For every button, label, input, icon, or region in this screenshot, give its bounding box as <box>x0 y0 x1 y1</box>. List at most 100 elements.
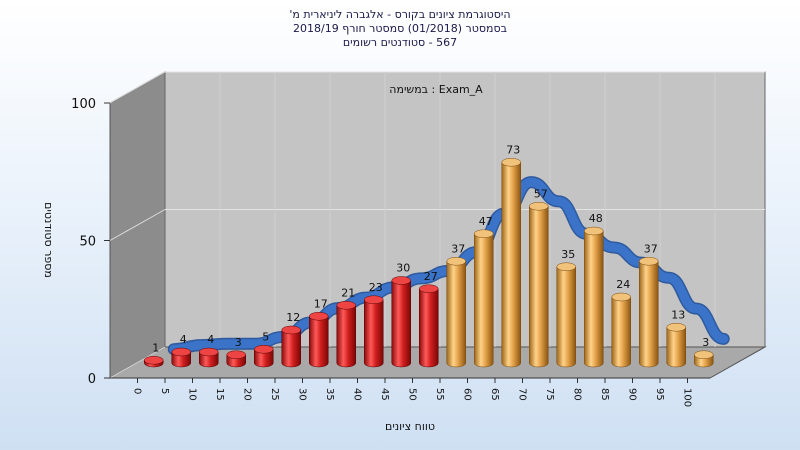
x-tick-label: 35 <box>324 388 335 401</box>
bar-value-label: 24 <box>616 278 630 291</box>
bar-top <box>474 229 494 238</box>
bar <box>446 257 466 368</box>
bar-top <box>199 347 219 357</box>
bar-value-label: 37 <box>451 242 465 255</box>
bar-value-label: 57 <box>534 187 548 200</box>
bar-value-label: 30 <box>396 262 410 275</box>
bar-value-label: 3 <box>235 336 242 349</box>
bar-top <box>529 202 549 211</box>
x-tick-label: 50 <box>407 388 418 401</box>
bar <box>171 347 191 368</box>
bar-body <box>391 280 411 368</box>
x-tick-label: 5 <box>159 388 170 394</box>
bar-value-label: 3 <box>702 336 709 349</box>
bar-value-label: 23 <box>369 281 383 294</box>
bars <box>144 158 714 368</box>
bar-body <box>309 316 329 368</box>
x-tick-label: 20 <box>242 388 253 401</box>
x-tick-label: 100 <box>682 388 693 407</box>
bar <box>144 356 164 368</box>
bar <box>336 301 356 368</box>
bar-body <box>364 299 384 368</box>
chart-title-line-3: 567 - סטודנטים רשומים <box>342 36 458 49</box>
bar-body <box>419 288 439 368</box>
bar-top <box>144 356 164 365</box>
bar-body <box>556 266 576 368</box>
bar-value-label: 35 <box>561 248 575 261</box>
bar <box>639 257 659 368</box>
bar-body <box>281 329 301 368</box>
bar-top <box>639 257 659 266</box>
bar <box>694 350 714 368</box>
bar-top <box>364 295 384 304</box>
bar-body <box>639 261 659 368</box>
bar-body <box>584 230 604 368</box>
bar-value-label: 21 <box>341 286 355 299</box>
y-tick-label: 0 <box>88 372 96 387</box>
bar-value-label: 4 <box>207 333 214 346</box>
bar-body <box>254 349 274 368</box>
x-tick-label: 25 <box>269 388 280 401</box>
x-axis-label: טווח ציונים <box>385 420 435 433</box>
bar-top <box>694 350 714 359</box>
bar <box>584 226 604 368</box>
bar-body <box>171 351 191 368</box>
bar-value-label: 37 <box>644 242 658 255</box>
bar-top <box>171 347 191 357</box>
x-tick-label: 95 <box>654 388 665 401</box>
bar-value-label: 13 <box>671 308 685 321</box>
x-tick-label: 80 <box>572 388 583 401</box>
gridline-side <box>109 209 166 241</box>
bar-top <box>309 312 329 321</box>
bar-body <box>529 206 549 368</box>
bar-top <box>419 284 439 293</box>
bar-top <box>501 158 521 167</box>
x-tick-label: 60 <box>462 388 473 401</box>
y-tick-label: 100 <box>71 97 96 112</box>
bar-value-label: 12 <box>286 311 300 324</box>
x-tick-label: 10 <box>187 388 198 401</box>
bar-body <box>336 305 356 368</box>
gridlines <box>109 71 765 379</box>
bar-top <box>446 257 466 266</box>
bar-top <box>281 325 301 335</box>
x-tick-label: 40 <box>352 388 363 401</box>
x-tick-label: 0 <box>132 388 143 394</box>
bar-body <box>446 261 466 368</box>
x-tick-label: 70 <box>517 388 528 401</box>
bar-body <box>501 162 521 368</box>
x-tick-label: 45 <box>379 388 390 401</box>
bar-top <box>611 292 631 302</box>
gridline-side <box>109 71 166 104</box>
bar-top <box>584 226 604 236</box>
bar-top <box>666 323 686 332</box>
bar <box>611 292 631 368</box>
bar-body <box>474 233 494 368</box>
legend-text: Exam_A : במשימה <box>389 83 483 96</box>
y-axis-label: מספר סטודנטים <box>42 202 55 278</box>
bar <box>666 323 686 368</box>
x-tick-label: 75 <box>544 388 555 401</box>
x-tick-label: 90 <box>627 388 638 401</box>
bar-body <box>666 327 686 368</box>
bar <box>364 295 384 368</box>
x-tick-label: 30 <box>297 388 308 401</box>
bar-top <box>336 301 356 310</box>
bar-body <box>199 351 219 368</box>
bar-top <box>391 276 411 285</box>
bar-value-label: 47 <box>479 215 493 228</box>
bar-top <box>556 262 576 271</box>
x-tick-label: 65 <box>489 388 500 401</box>
bar-top <box>226 350 246 359</box>
y-tick-label: 50 <box>79 235 96 250</box>
y-axis: 0 50 100 <box>71 97 110 387</box>
bar-value-label: 73 <box>506 143 520 156</box>
chart-title-line-2: בסמסטר (01/2018) סמסטר חורף 2018/19 <box>293 22 507 35</box>
bar-value-label: 1 <box>152 341 159 354</box>
bar <box>474 229 494 368</box>
bar <box>556 262 576 368</box>
bar <box>226 350 246 368</box>
